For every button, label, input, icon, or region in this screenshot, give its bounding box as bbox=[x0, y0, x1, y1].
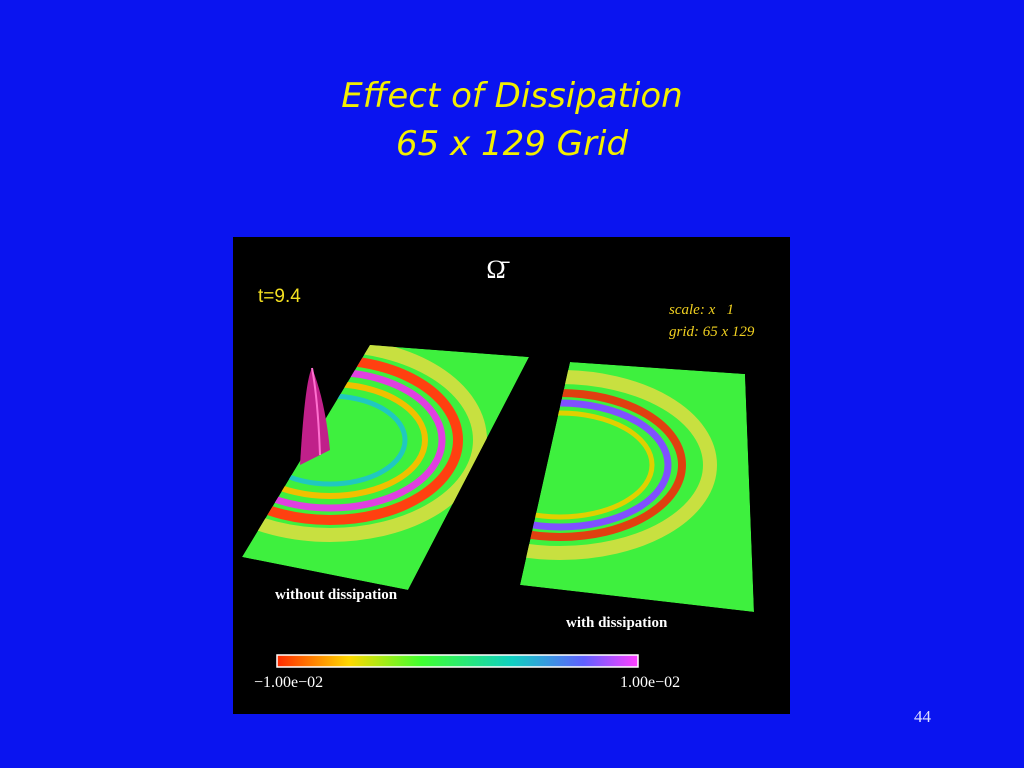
symbol: Ω̄ bbox=[486, 255, 509, 284]
left-label: without dissipation bbox=[275, 587, 398, 603]
grid-label: grid: 65 x 129 bbox=[669, 324, 755, 340]
spike-highlight bbox=[311, 367, 321, 456]
spike bbox=[300, 368, 330, 465]
time-label: t=9.4 bbox=[258, 286, 301, 307]
right-label: with dissipation bbox=[566, 615, 668, 631]
colorbar bbox=[276, 654, 639, 668]
title-line: 65 x 129 Grid bbox=[395, 124, 629, 164]
scale-label: scale: x 1 bbox=[669, 302, 734, 318]
colorbar-max: 1.00e−02 bbox=[620, 674, 680, 691]
colorbar-min: −1.00e−02 bbox=[254, 674, 323, 691]
page-number: 44 bbox=[914, 707, 931, 726]
title-line: Effect of Dissipation bbox=[341, 76, 683, 116]
